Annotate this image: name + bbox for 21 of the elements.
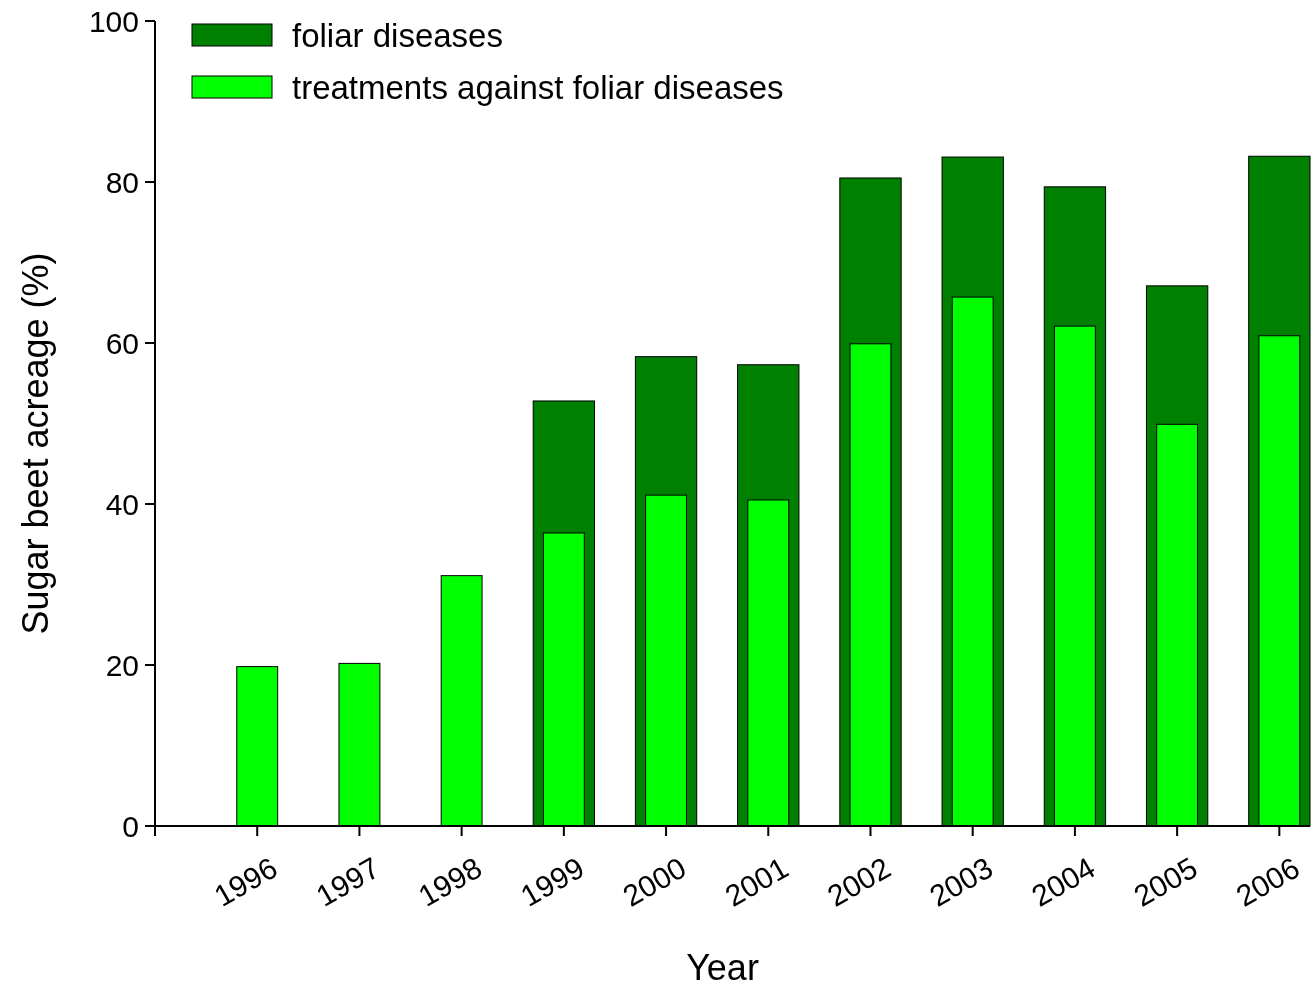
x-tick-label: 2003	[923, 850, 999, 913]
y-tick-label: 100	[88, 4, 139, 38]
x-tick-label: 2004	[1026, 850, 1101, 913]
y-tick-label: 80	[105, 165, 139, 199]
legend-label: foliar diseases	[292, 16, 503, 54]
x-tick-label: 2005	[1128, 850, 1203, 913]
x-tick-label: 1999	[515, 850, 590, 913]
x-tick-label: 1998	[412, 850, 488, 913]
y-tick-label: 40	[105, 487, 139, 521]
x-tick-label: 2001	[719, 850, 794, 913]
x-tick-label: 1996	[208, 850, 283, 913]
x-tick-label: 1997	[310, 850, 385, 913]
x-tick-label: 2006	[1230, 850, 1305, 913]
x-tick-label: 2000	[617, 850, 692, 913]
y-tick-label: 20	[105, 648, 139, 682]
y-tick-label: 0	[122, 809, 139, 843]
x-axis-title: Year	[686, 947, 759, 987]
y-tick-label: 60	[105, 326, 139, 360]
x-tick-label: 2002	[821, 850, 896, 913]
legend-label: treatments against foliar diseases	[292, 68, 784, 106]
y-axis-title: Sugar beet acreage (%)	[15, 252, 56, 635]
